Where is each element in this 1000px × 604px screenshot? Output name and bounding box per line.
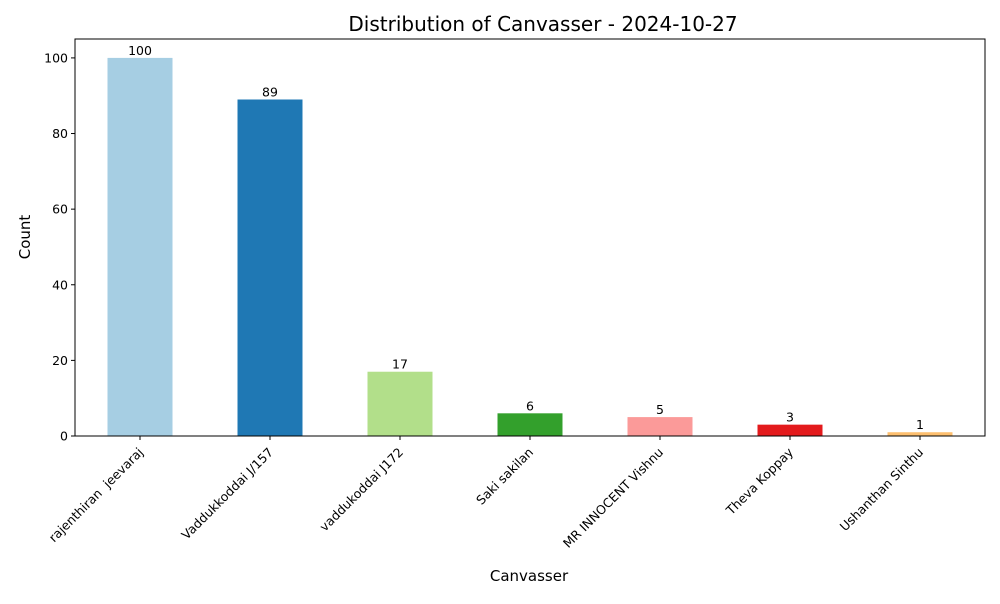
- bar-value-label: 5: [656, 402, 664, 417]
- bar-value-labels: 100 89 17 6 5 3 1: [128, 43, 924, 432]
- y-tick-label: 40: [52, 277, 68, 292]
- bar: [757, 424, 823, 436]
- y-tick-label: 20: [52, 353, 68, 368]
- bar-value-label: 100: [128, 43, 152, 58]
- x-tick-label: Ushanthan Sinthu: [837, 445, 927, 535]
- bar: [237, 99, 303, 436]
- x-tick-label: Theva Koppay: [722, 444, 796, 518]
- x-tick-label: MR INNOCENT Vishnu: [560, 445, 666, 551]
- y-tick-label: 100: [44, 50, 68, 65]
- x-tick-label: vaddukoddai J172: [316, 445, 406, 535]
- x-axis: rajenthiran jeevaraj Vaddukkoddai J/157 va…: [46, 436, 926, 551]
- bars: [107, 57, 953, 437]
- bar: [497, 413, 563, 436]
- x-tick-label: Vaddukkoddai J/157: [178, 445, 276, 543]
- y-axis-label: Count: [16, 215, 34, 260]
- plot-frame: [74, 38, 986, 437]
- y-tick-label: 0: [60, 429, 68, 444]
- y-tick-label: 60: [52, 202, 68, 217]
- bar-value-label: 17: [392, 357, 408, 372]
- y-axis: 0 20 40 60 80 100: [44, 50, 75, 444]
- x-tick-label: rajenthiran jeevaraj: [46, 445, 146, 545]
- bar: [107, 57, 173, 437]
- bar-value-label: 6: [526, 398, 534, 413]
- chart-title: Distribution of Canvasser - 2024-10-27: [348, 12, 737, 36]
- x-tick-label: Saki sakilan: [473, 445, 536, 508]
- bar-value-label: 89: [262, 84, 278, 99]
- y-tick-label: 80: [52, 126, 68, 141]
- x-axis-label: Canvasser: [490, 567, 569, 585]
- bar: [887, 432, 953, 436]
- bar: [367, 371, 433, 436]
- bar-value-label: 1: [916, 417, 924, 432]
- bar-value-label: 3: [786, 410, 794, 425]
- bar: [627, 417, 693, 436]
